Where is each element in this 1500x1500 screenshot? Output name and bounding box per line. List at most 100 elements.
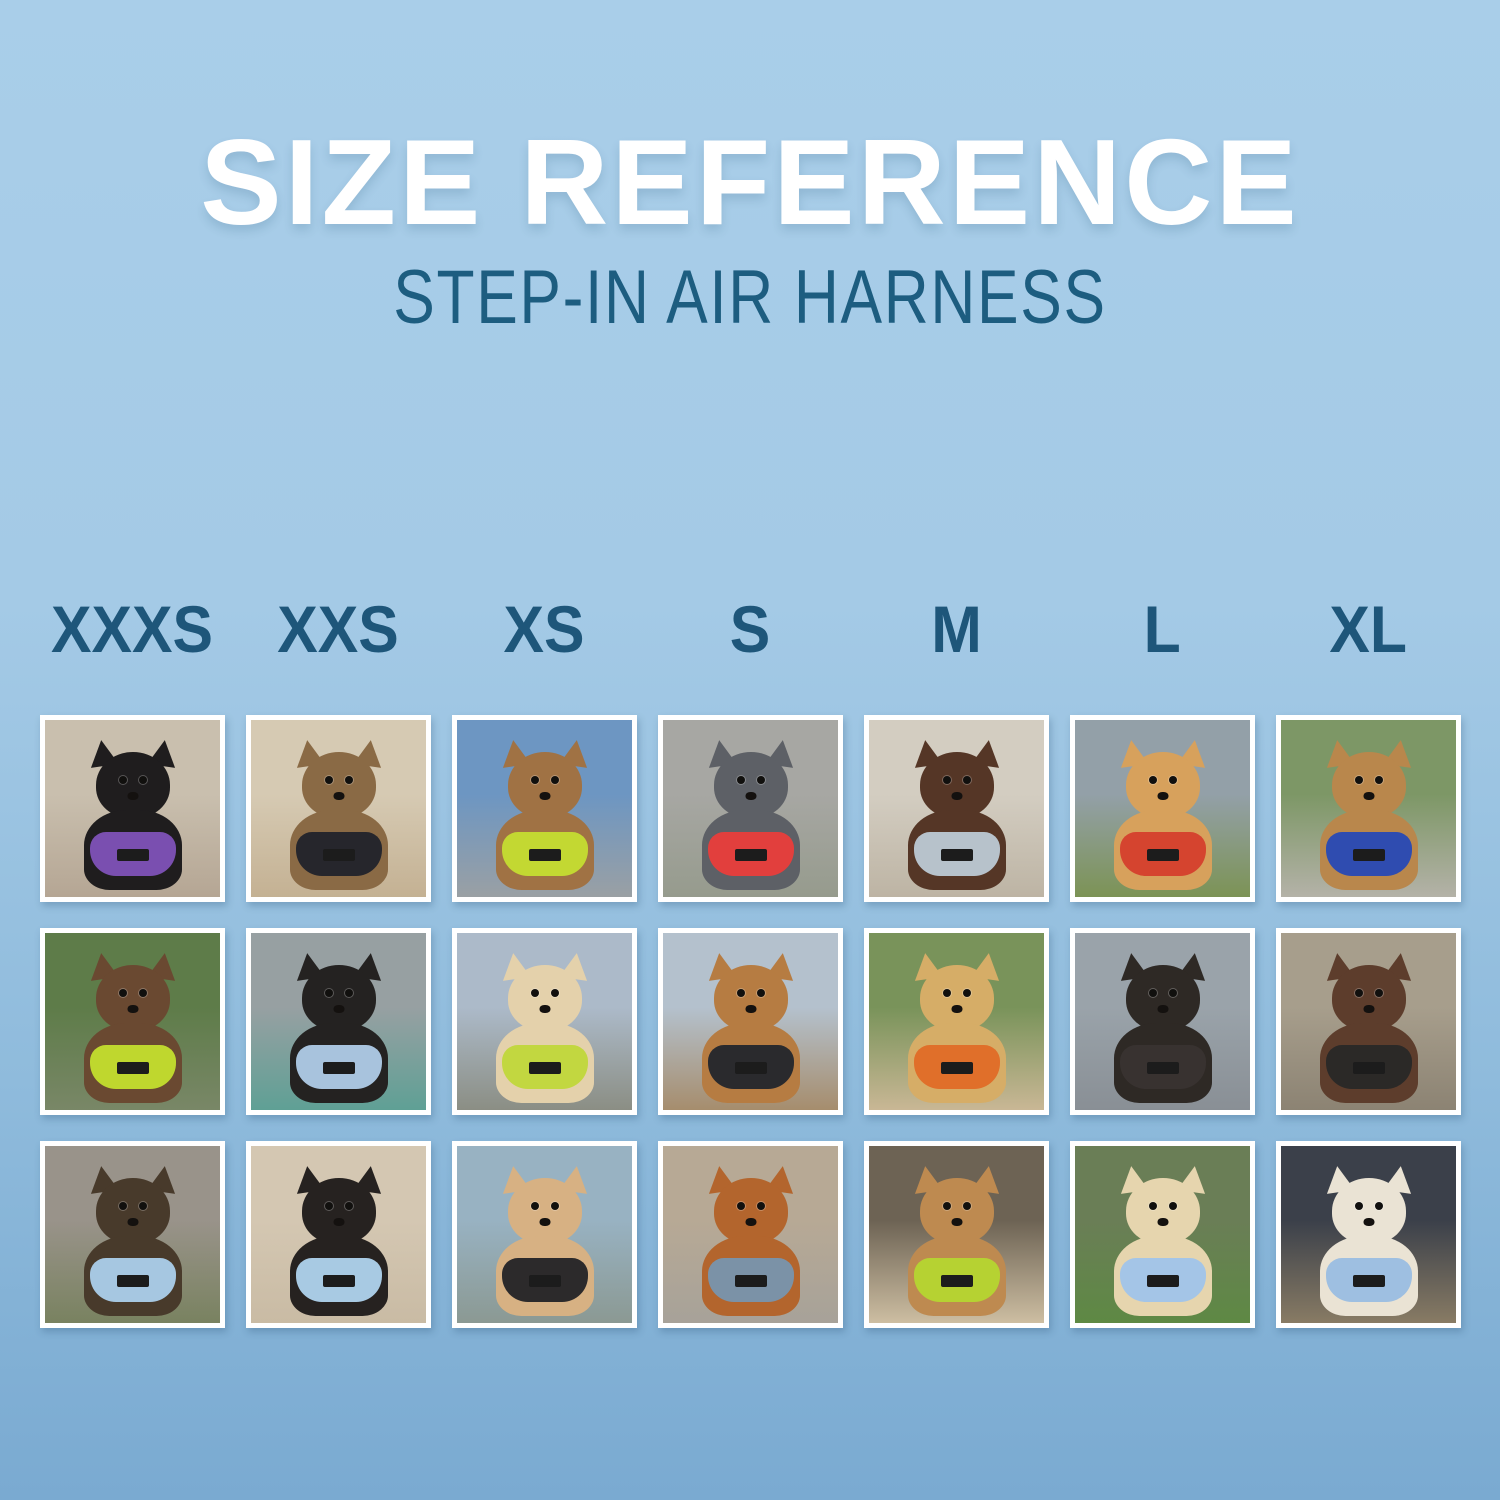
pet-harness xyxy=(913,832,1000,876)
size-header-m: M xyxy=(864,596,1049,662)
pet-photo-xs-row3 xyxy=(452,1141,637,1328)
pet-nose xyxy=(1363,1218,1374,1226)
pet-eye-right xyxy=(344,776,353,784)
pet-illustration xyxy=(279,1164,399,1316)
photo-scene xyxy=(45,720,220,897)
photo-scene xyxy=(45,933,220,1110)
pet-illustration xyxy=(691,738,811,890)
pet-photo-xxxs-row1 xyxy=(40,715,225,902)
pet-nose xyxy=(127,792,138,800)
pet-head xyxy=(713,752,788,818)
pet-eye-left xyxy=(942,1202,951,1210)
size-header-label: XXS xyxy=(277,592,400,666)
photo-scene xyxy=(663,720,838,897)
pet-nose xyxy=(951,792,962,800)
pet-harness xyxy=(707,832,794,876)
page-subtitle: STEP-IN AIR HARNESS xyxy=(0,260,1500,336)
pet-head xyxy=(1125,965,1200,1031)
size-header-xxxs: XXXS xyxy=(40,596,225,662)
photo-scene xyxy=(457,933,632,1110)
harness-brand-label xyxy=(322,1062,355,1074)
pet-harness xyxy=(1325,1045,1412,1089)
pet-harness xyxy=(89,1045,176,1089)
size-header-row: XXXS XXS XS S M L XL xyxy=(40,596,1461,662)
harness-brand-label xyxy=(116,1275,149,1287)
pet-head xyxy=(713,965,788,1031)
pet-eye-right xyxy=(138,1202,147,1210)
harness-brand-label xyxy=(734,849,767,861)
pet-illustration xyxy=(1309,738,1429,890)
pet-illustration xyxy=(1309,1164,1429,1316)
pet-photo-l-row1 xyxy=(1070,715,1255,902)
page-subtitle-text: STEP-IN AIR HARNESS xyxy=(393,255,1107,341)
pet-harness xyxy=(295,1045,382,1089)
pet-photo-m-row3 xyxy=(864,1141,1049,1328)
pet-nose xyxy=(1363,1005,1374,1013)
pet-nose xyxy=(745,792,756,800)
header: SIZE REFERENCE STEP-IN AIR HARNESS xyxy=(0,0,1500,336)
harness-brand-label xyxy=(1352,1275,1385,1287)
harness-brand-label xyxy=(528,1275,561,1287)
pet-eye-left xyxy=(1148,1202,1157,1210)
pet-eye-right xyxy=(1168,776,1177,784)
pet-eye-left xyxy=(736,776,745,784)
pet-harness xyxy=(1119,1258,1206,1302)
size-header-xl: XL xyxy=(1276,596,1461,662)
pet-photo-xl-row1 xyxy=(1276,715,1461,902)
pet-eye-right xyxy=(550,776,559,784)
pet-harness xyxy=(913,1045,1000,1089)
pet-eye-left xyxy=(1354,776,1363,784)
pet-illustration xyxy=(897,1164,1017,1316)
pet-eye-left xyxy=(324,989,333,997)
pet-photo-s-row3 xyxy=(658,1141,843,1328)
pet-eye-right xyxy=(1374,989,1383,997)
pet-head xyxy=(919,1178,994,1244)
harness-brand-label xyxy=(1146,1275,1179,1287)
pet-eye-left xyxy=(1354,989,1363,997)
pet-eye-right xyxy=(550,1202,559,1210)
pet-photo-l-row3 xyxy=(1070,1141,1255,1328)
photo-scene xyxy=(251,720,426,897)
size-header-l: L xyxy=(1070,596,1255,662)
pet-harness xyxy=(295,832,382,876)
pet-nose xyxy=(539,792,550,800)
pet-photo-m-row2 xyxy=(864,928,1049,1115)
pet-illustration xyxy=(1103,951,1223,1103)
pet-harness xyxy=(501,1045,588,1089)
pet-photo-s-row2 xyxy=(658,928,843,1115)
pet-photo-xs-row2 xyxy=(452,928,637,1115)
pet-illustration xyxy=(897,738,1017,890)
pet-head xyxy=(1125,752,1200,818)
pet-eye-right xyxy=(1168,989,1177,997)
pet-illustration xyxy=(485,738,605,890)
pet-head xyxy=(301,965,376,1031)
pet-photo-xl-row2 xyxy=(1276,928,1461,1115)
pet-eye-left xyxy=(1354,1202,1363,1210)
photo-scene xyxy=(1281,1146,1456,1323)
harness-brand-label xyxy=(116,1062,149,1074)
pet-nose xyxy=(1363,792,1374,800)
harness-brand-label xyxy=(1146,849,1179,861)
size-header-s: S xyxy=(658,596,843,662)
pet-eye-right xyxy=(756,1202,765,1210)
pet-nose xyxy=(745,1218,756,1226)
photo-scene xyxy=(663,1146,838,1323)
size-header-label: L xyxy=(1143,592,1182,666)
size-header-xs: XS xyxy=(452,596,637,662)
pet-eye-right xyxy=(138,776,147,784)
pet-head xyxy=(507,752,582,818)
pet-eye-right xyxy=(550,989,559,997)
harness-brand-label xyxy=(322,1275,355,1287)
pet-head xyxy=(1331,1178,1406,1244)
pet-eye-left xyxy=(942,776,951,784)
pet-nose xyxy=(333,792,344,800)
pet-eye-right xyxy=(1168,1202,1177,1210)
harness-brand-label xyxy=(940,1062,973,1074)
pet-eye-right xyxy=(344,989,353,997)
pet-nose xyxy=(127,1005,138,1013)
harness-brand-label xyxy=(528,1062,561,1074)
photo-scene xyxy=(457,1146,632,1323)
pet-eye-left xyxy=(118,1202,127,1210)
size-header-label: XL xyxy=(1329,592,1408,666)
